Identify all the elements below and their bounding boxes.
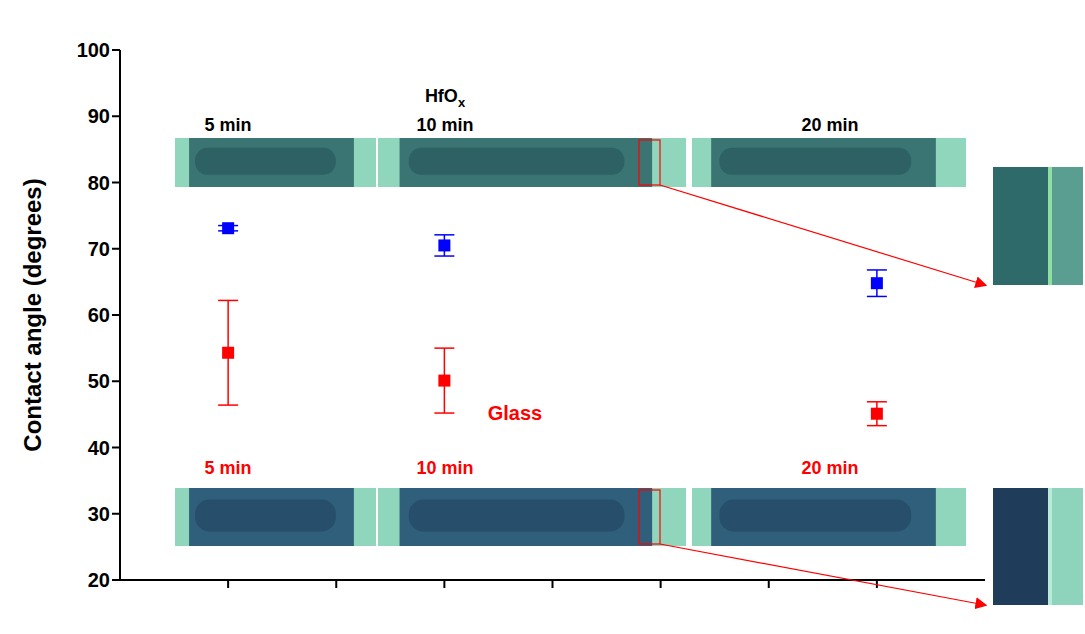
svg-text:10 min: 10 min bbox=[416, 115, 473, 135]
svg-text:50: 50 bbox=[88, 370, 110, 392]
svg-text:90: 90 bbox=[88, 105, 110, 127]
svg-text:30: 30 bbox=[88, 503, 110, 525]
svg-text:Contact angle (degrees): Contact angle (degrees) bbox=[19, 178, 46, 451]
svg-text:80: 80 bbox=[88, 172, 110, 194]
svg-text:10 min: 10 min bbox=[416, 458, 473, 478]
svg-text:20: 20 bbox=[88, 569, 110, 591]
svg-text:5 min: 5 min bbox=[204, 115, 251, 135]
svg-text:100: 100 bbox=[77, 39, 110, 61]
svg-text:HfOx: HfOx bbox=[425, 86, 466, 110]
svg-text:70: 70 bbox=[88, 238, 110, 260]
svg-text:Glass: Glass bbox=[488, 402, 542, 424]
svg-text:5 min: 5 min bbox=[204, 458, 251, 478]
svg-text:20 min: 20 min bbox=[801, 458, 858, 478]
svg-text:40: 40 bbox=[88, 437, 110, 459]
svg-text:20 min: 20 min bbox=[801, 115, 858, 135]
svg-text:60: 60 bbox=[88, 304, 110, 326]
